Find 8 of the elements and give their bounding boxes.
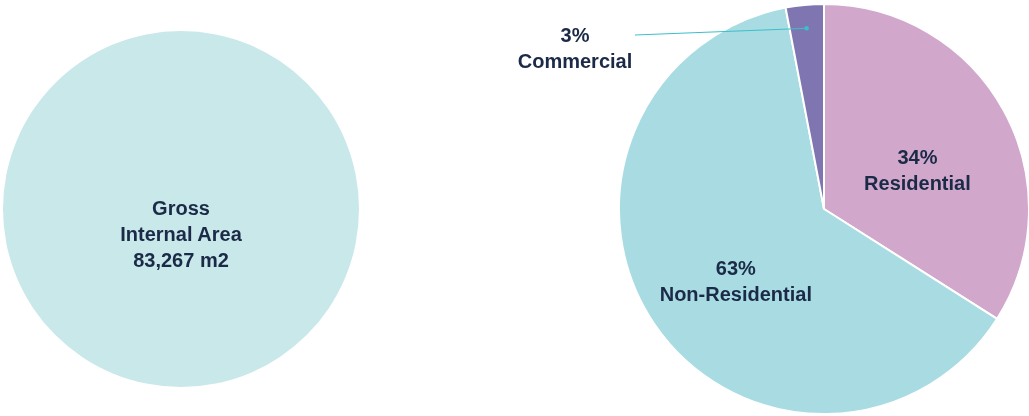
slice-label: Non-Residential — [659, 282, 812, 305]
data-label: 34% — [897, 145, 938, 168]
data-label: 83,267 m2 — [133, 249, 229, 271]
slice-label: Gross Internal Area — [120, 197, 243, 245]
data-label: 63% — [715, 256, 757, 279]
slice-label: Residential — [864, 171, 971, 194]
slice-label: Commercial — [517, 50, 633, 72]
data-label: 3% — [560, 24, 590, 46]
